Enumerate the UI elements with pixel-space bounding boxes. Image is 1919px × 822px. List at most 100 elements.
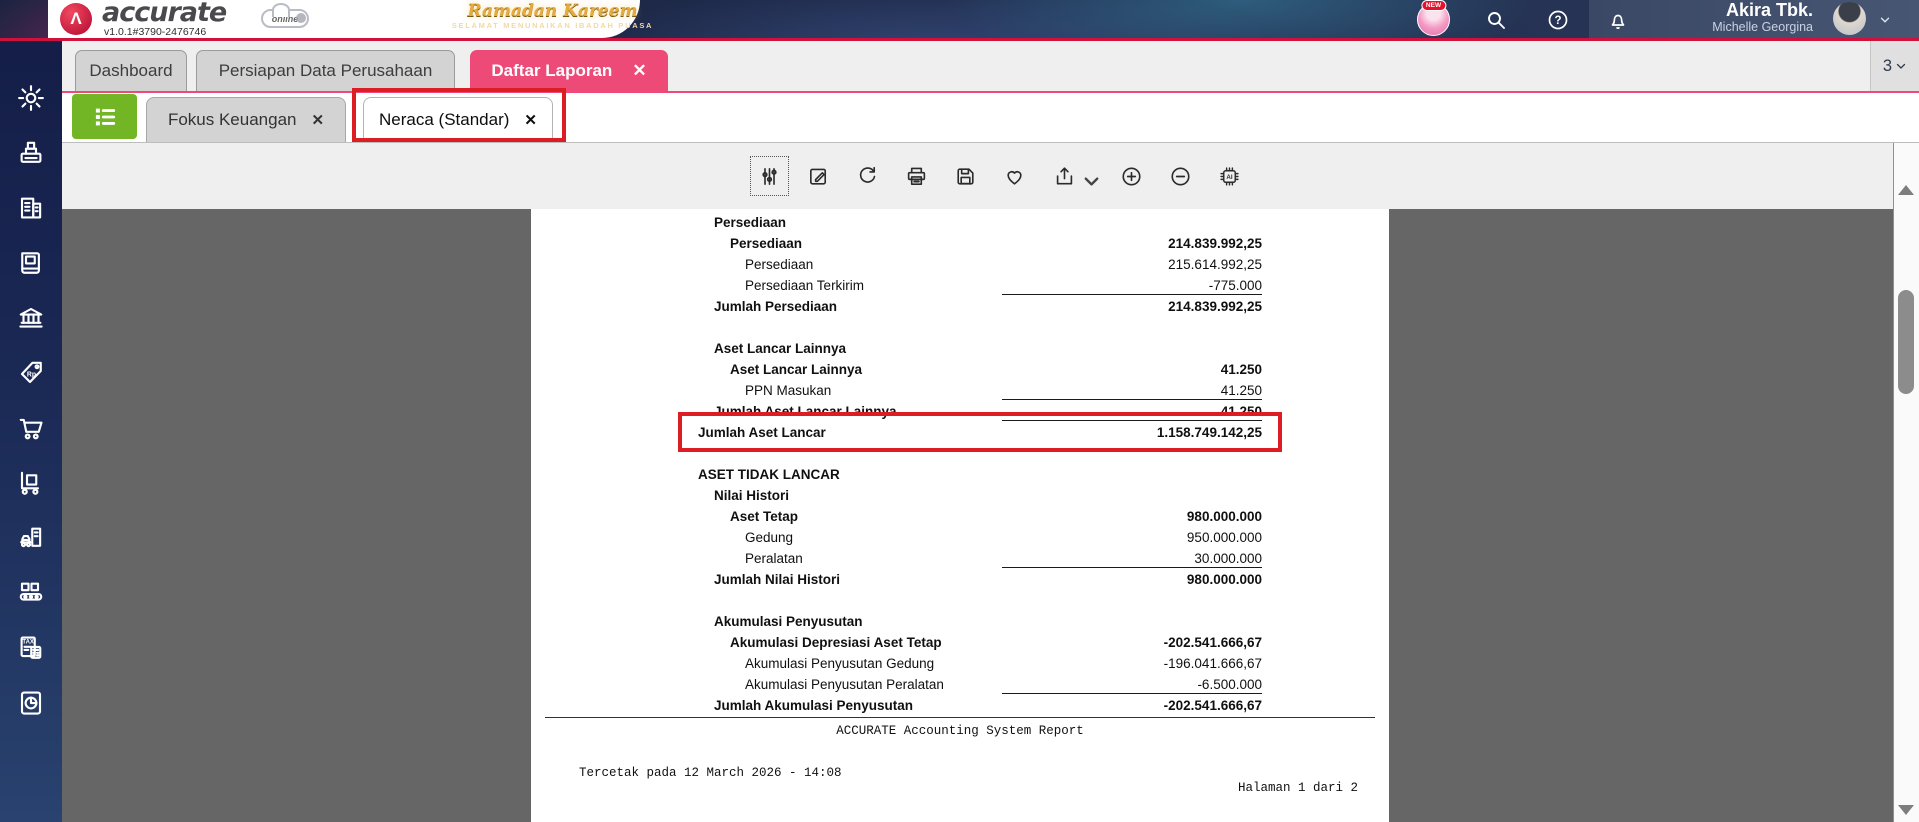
- tab-daftar-laporan[interactable]: Daftar Laporan ✕: [470, 50, 668, 91]
- tab-dashboard-label: Dashboard: [89, 61, 173, 80]
- tab-neraca-standar[interactable]: Neraca (Standar) ✕: [363, 97, 553, 142]
- report-row-label: Nilai Histori: [714, 488, 790, 503]
- footer-divider: [545, 717, 1375, 718]
- report-row: Jumlah Aset Lancar Lainnya 41.250: [531, 401, 1389, 422]
- report-row: Akumulasi Penyusutan Peralatan -6.500.00…: [531, 674, 1389, 695]
- report-row-value: [1002, 611, 1262, 631]
- svg-text:AI: AI: [1226, 173, 1232, 180]
- settings-icon[interactable]: [14, 81, 48, 115]
- scroll-thumb[interactable]: [1898, 290, 1914, 394]
- report-row: Persediaan: [531, 212, 1389, 233]
- printed-timestamp: Tercetak pada 12 March 2026 - 14:08: [579, 766, 842, 780]
- user-chevron-down-icon[interactable]: [1878, 13, 1892, 27]
- purchase-delivery-icon[interactable]: [14, 466, 48, 500]
- svg-text:Rp: Rp: [27, 371, 36, 378]
- report-row-value: 214.839.992,25: [1168, 236, 1262, 251]
- edit-button[interactable]: [799, 156, 838, 196]
- report-row-label: Jumlah Nilai Histori: [714, 572, 841, 587]
- tab-fokus-keuangan[interactable]: Fokus Keuangan ✕: [146, 97, 346, 142]
- report-row: Jumlah Akumulasi Penyusutan -202.541.666…: [531, 695, 1389, 716]
- tab-persiapan-data-perusahaan[interactable]: Persiapan Data Perusahaan: [196, 50, 455, 91]
- search-icon[interactable]: [1484, 8, 1508, 32]
- report-row: ASET TIDAK LANCAR: [531, 464, 1389, 485]
- tab-fokus-keuangan-label: Fokus Keuangan: [167, 110, 297, 129]
- sales-cart-icon[interactable]: [14, 411, 48, 445]
- report-row-label: Jumlah Persediaan: [714, 299, 838, 314]
- report-row-value: 41.250: [1002, 380, 1262, 400]
- favorite-button[interactable]: [995, 156, 1034, 196]
- report-row-label: Aset Tetap: [730, 509, 799, 524]
- report-list-button[interactable]: [72, 94, 137, 139]
- report-row: Aset Tetap 980.000.000: [531, 506, 1389, 527]
- report-row-value: -202.541.666,67: [1163, 635, 1262, 650]
- report-row-value: -775.000: [1002, 275, 1262, 295]
- report-row-label: Aset Lancar Lainnya: [714, 341, 847, 356]
- report-toolbar: AI: [62, 143, 1893, 209]
- report-row-value: 950.000.000: [1186, 530, 1262, 545]
- promo-avatar[interactable]: NEW: [1417, 0, 1450, 36]
- report-row: Jumlah Nilai Histori 980.000.000: [531, 569, 1389, 590]
- filter-settings-button[interactable]: [750, 156, 789, 196]
- chevron-down-icon[interactable]: [1080, 170, 1099, 186]
- scroll-down-arrow[interactable]: [1898, 805, 1914, 815]
- report-row-value: -6.500.000: [1002, 674, 1262, 694]
- zoom-in-button[interactable]: [1112, 156, 1151, 196]
- tab-dashboard[interactable]: Dashboard: [75, 50, 187, 91]
- system-report-note: ACCURATE Accounting System Report: [836, 724, 1084, 738]
- report-page: Persediaan Persediaan 214.839.992,25 Per…: [531, 209, 1389, 822]
- report-row-label: Persediaan: [745, 257, 814, 272]
- print-button[interactable]: [897, 156, 936, 196]
- ledger-book-icon[interactable]: [14, 246, 48, 280]
- version-text: v1.0.1#3790-2476746: [104, 26, 207, 38]
- vertical-scrollbar[interactable]: [1893, 143, 1919, 822]
- report-row-label: Gedung: [745, 530, 794, 545]
- report-row: Akumulasi Penyusutan Gedung -196.041.666…: [531, 653, 1389, 674]
- close-icon[interactable]: ✕: [524, 112, 537, 129]
- price-tag-rp-icon[interactable]: Rp: [14, 356, 48, 390]
- report-row-label: Akumulasi Penyusutan Peralatan: [745, 677, 944, 692]
- page-number: Halaman 1 dari 2: [1237, 781, 1358, 795]
- ai-assistant-button[interactable]: AI: [1210, 156, 1249, 196]
- notifications-bell-icon[interactable]: [1606, 8, 1630, 32]
- help-icon[interactable]: ?: [1546, 8, 1570, 32]
- close-icon[interactable]: ✕: [632, 61, 647, 80]
- tab-count: 3: [1882, 56, 1893, 75]
- zoom-out-button[interactable]: [1161, 156, 1200, 196]
- export-button[interactable]: [1044, 156, 1102, 196]
- report-row: Persediaan 215.614.992,25: [531, 254, 1389, 275]
- manufacturing-icon[interactable]: [14, 576, 48, 610]
- tax-icon[interactable]: TAX: [14, 631, 48, 665]
- report-row: Aset Lancar Lainnya: [531, 338, 1389, 359]
- report-row-spacer: [531, 317, 1389, 338]
- cash-register-icon[interactable]: [14, 136, 48, 170]
- svg-text:?: ?: [1554, 15, 1561, 27]
- save-button[interactable]: [946, 156, 985, 196]
- company-icon[interactable]: [14, 191, 48, 225]
- report-row: Akumulasi Penyusutan: [531, 611, 1389, 632]
- report-viewport: Persediaan Persediaan 214.839.992,25 Per…: [62, 209, 1893, 822]
- user-menu[interactable]: Akira Tbk. Michelle Georgina: [1712, 1, 1813, 35]
- report-row-label: Jumlah Akumulasi Penyusutan: [714, 698, 914, 713]
- report-row: PPN Masukan 41.250: [531, 380, 1389, 401]
- report-row-value: 214.839.992,25: [1168, 299, 1262, 314]
- scroll-up-arrow[interactable]: [1898, 185, 1914, 195]
- report-row-value: 980.000.000: [1186, 572, 1262, 587]
- user-name: Michelle Georgina: [1712, 20, 1813, 34]
- tab-overflow-dropdown[interactable]: 3: [1870, 41, 1919, 91]
- report-row-value: 30.000.000: [1002, 548, 1262, 568]
- report-row-label: Jumlah Aset Lancar Lainnya: [714, 404, 897, 419]
- banking-icon[interactable]: [14, 301, 48, 335]
- report-row-value: -202.541.666,67: [1163, 698, 1262, 713]
- fixed-assets-icon[interactable]: [14, 521, 48, 555]
- logo-area: Λ accurate online v1.0.1#3790-2476746: [48, 0, 640, 38]
- reports-icon[interactable]: [14, 686, 48, 720]
- report-row-label: Persediaan Terkirim: [745, 278, 865, 293]
- refresh-button[interactable]: [848, 156, 887, 196]
- report-row-value: [1002, 485, 1262, 505]
- close-icon[interactable]: ✕: [311, 112, 325, 129]
- report-tab-bar: Fokus Keuangan ✕ Neraca (Standar) ✕: [62, 93, 1919, 143]
- report-row-value: -196.041.666,67: [1163, 656, 1262, 671]
- user-avatar[interactable]: [1833, 2, 1866, 35]
- main-tab-bar: Dashboard Persiapan Data Perusahaan Daft…: [62, 41, 1919, 93]
